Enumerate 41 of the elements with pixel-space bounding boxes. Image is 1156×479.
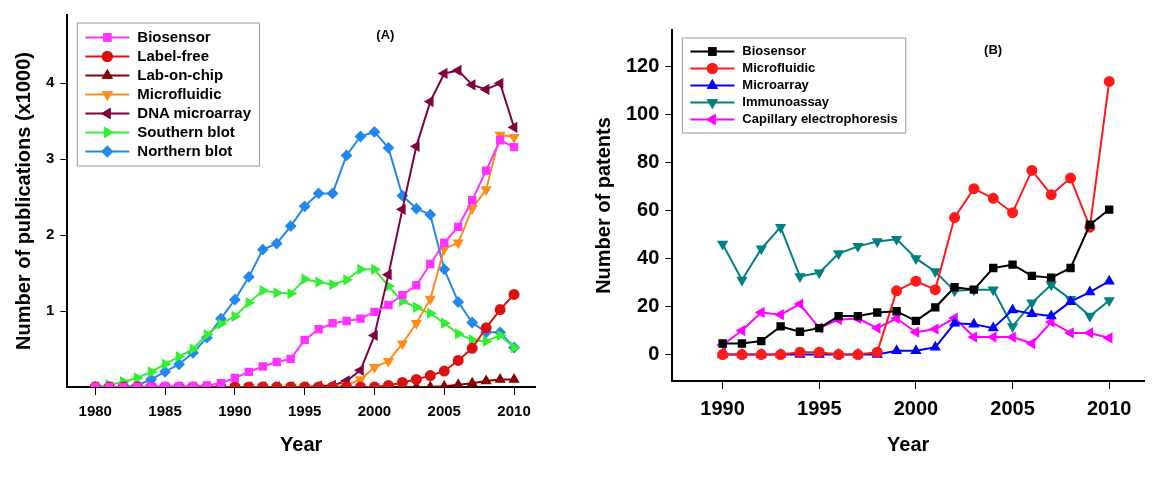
y-tick-label: 20 [637,293,660,316]
x-tick-label: 1990 [700,396,745,419]
x-tick-label: 2010 [1086,396,1132,419]
x-tick-label: 1980 [78,402,112,420]
legend-label: DNA microarray [137,103,252,121]
legend-label: Capillary electrophoresis [742,111,898,127]
x-tick-label: 1995 [287,402,322,420]
y-tick-label: 120 [625,53,660,76]
y-axis-title: Number of patents [591,117,614,294]
legend-label: Microfluidic [137,84,222,102]
legend-label: Biosensor [137,27,211,45]
legend-label: Southern blot [137,122,235,140]
y-axis-title: Number of publications (x1000) [11,52,34,350]
y-tick-label: 2 [46,225,55,243]
x-tick-label: 1985 [148,402,182,420]
x-tick-label: 2000 [357,402,392,420]
x-tick-label: 1990 [218,402,252,420]
legend-label: Microfluidic [742,60,816,76]
legend-label: Immunoassay [742,94,830,110]
y-tick-label: 0 [648,342,660,365]
y-tick-label: 4 [46,73,55,91]
legend-label: Label-free [137,46,210,64]
x-tick-label: 2010 [497,402,531,420]
legend-label: Lab-on-chip [137,65,224,83]
x-tick-label: 2005 [427,402,461,420]
y-tick-label: 80 [637,149,660,172]
x-axis-title: Year [887,432,930,455]
y-tick-label: 60 [637,197,660,220]
annotation: (B) [984,42,1003,58]
legend-label: Microarray [742,77,810,93]
x-tick-label: 2005 [990,396,1035,419]
legend-label: Biosensor [742,43,806,59]
annotation: (A) [376,27,395,43]
x-tick-label: 1995 [797,396,842,419]
y-tick-label: 1 [46,301,55,319]
x-tick-label: 2000 [893,396,939,419]
y-tick-label: 100 [625,101,660,124]
y-tick-label: 3 [46,149,55,167]
x-axis-title: Year [280,432,323,455]
y-tick-label: 40 [637,245,660,268]
legend-label: Northern blot [137,141,233,159]
